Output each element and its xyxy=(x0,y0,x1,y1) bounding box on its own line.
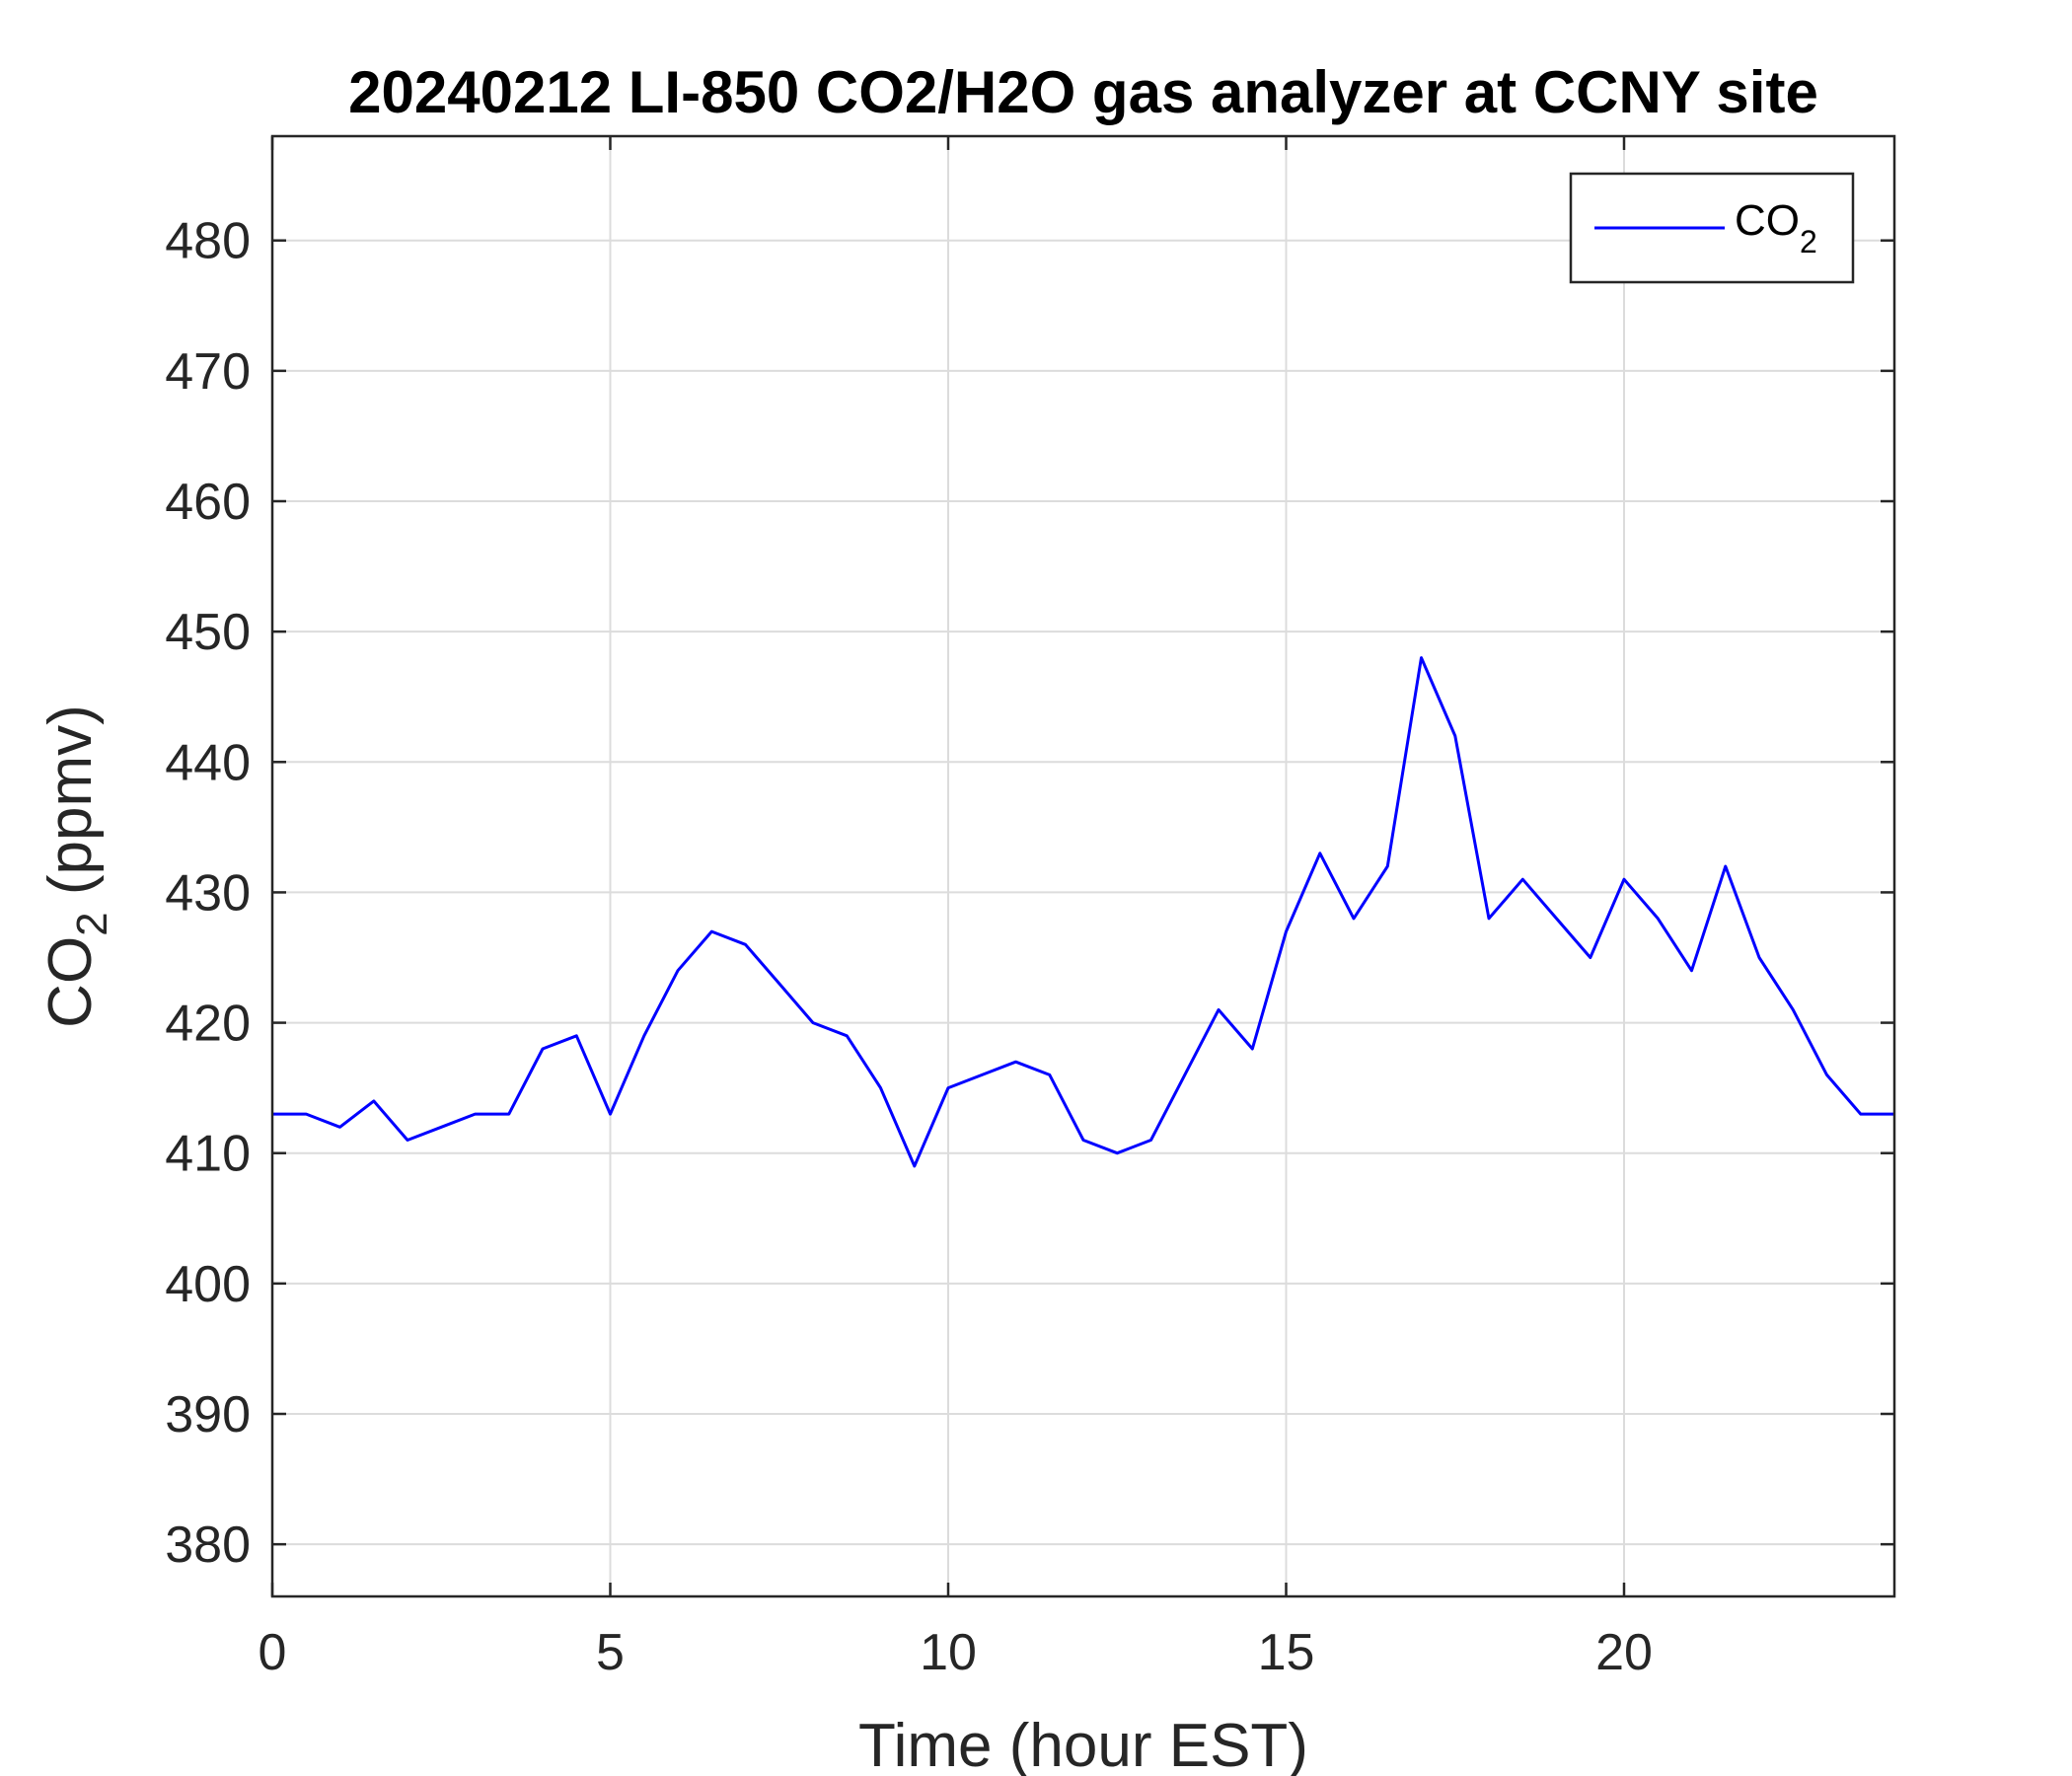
y-tick-label: 380 xyxy=(165,1517,251,1574)
y-axis-title-rest: (ppmv) xyxy=(37,704,105,912)
ticks: 0 5 10 15 20 380 390 400 410 420 430 440 450 460 470 48… xyxy=(165,136,1894,1681)
y-tick-label: 400 xyxy=(165,1256,251,1313)
plot-background xyxy=(272,136,1894,1596)
y-tick-label: 450 xyxy=(165,604,251,661)
legend-label-base: CO xyxy=(1735,196,1800,245)
y-axis-title-base: CO xyxy=(37,936,105,1028)
y-tick-label: 480 xyxy=(165,213,251,270)
x-tick-label: 15 xyxy=(1258,1624,1315,1681)
chart-title: 20240212 LI-850 CO2/H2O gas analyzer at … xyxy=(348,59,1818,125)
y-axis-title: CO2 (ppmv) xyxy=(37,704,116,1028)
series-layer xyxy=(272,656,1894,1168)
y-axis-title-subscript: 2 xyxy=(68,912,116,935)
legend-label-subscript: 2 xyxy=(1800,224,1817,259)
y-tick-label: 470 xyxy=(165,343,251,401)
y-tick-label: 410 xyxy=(165,1126,251,1183)
y-tick-label: 460 xyxy=(165,474,251,531)
x-tick-label: 0 xyxy=(259,1624,287,1681)
legend-label: CO2 xyxy=(1735,196,1817,259)
y-tick-label: 390 xyxy=(165,1386,251,1443)
y-tick-label: 430 xyxy=(165,864,251,922)
x-tick-label: 10 xyxy=(920,1624,977,1681)
series-line-co2 xyxy=(272,656,1894,1168)
plot-frame xyxy=(270,134,1896,1598)
y-tick-label: 420 xyxy=(165,996,251,1053)
legend: CO2 xyxy=(1569,172,1855,284)
grid xyxy=(272,136,1894,1596)
x-tick-label: 20 xyxy=(1595,1624,1653,1681)
x-tick-label: 5 xyxy=(596,1624,625,1681)
x-axis-title: Time (hour EST) xyxy=(858,1712,1308,1776)
y-tick-label: 440 xyxy=(165,734,251,791)
